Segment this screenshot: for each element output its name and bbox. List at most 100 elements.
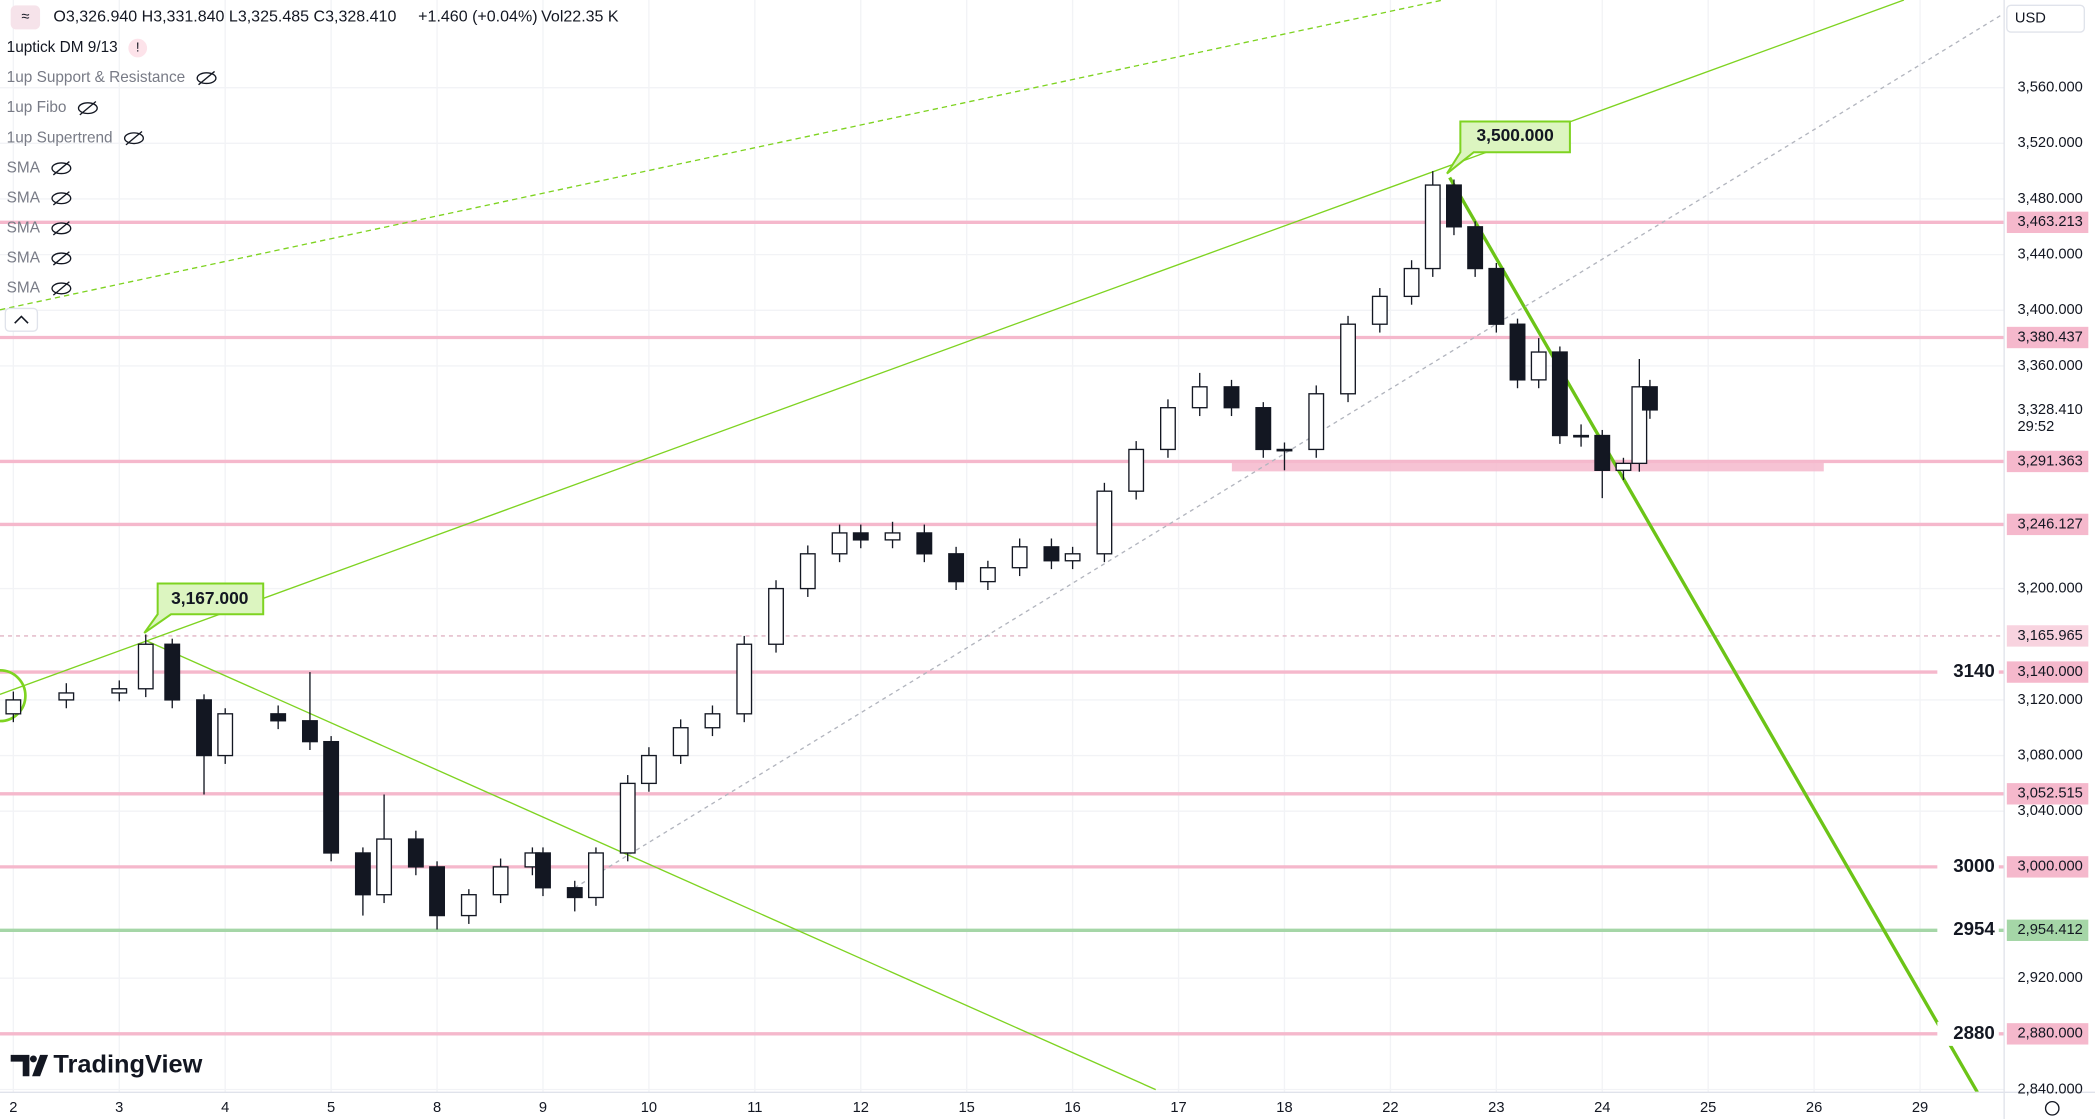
candle-body <box>831 532 848 555</box>
alert-icon <box>128 38 148 58</box>
brand: TradingView <box>10 1050 203 1078</box>
ohlc: O3,326.940 H3,331.840 L3,325.485 C3,328.… <box>53 8 396 26</box>
candle-body <box>301 720 318 743</box>
callout: 3,167.000 <box>143 582 265 634</box>
visibility-icon <box>77 102 98 115</box>
x-tick-label: 8 <box>433 1100 441 1116</box>
collapse-button[interactable] <box>4 307 39 332</box>
candle-body <box>619 782 636 854</box>
visibility-slash <box>198 70 216 86</box>
level-label: 2,880.000 <box>2018 1026 2083 1042</box>
candle-body <box>1641 386 1658 411</box>
currency-button[interactable] <box>2006 4 2085 33</box>
visibility-icon <box>51 222 72 235</box>
x-tick-label: 25 <box>1700 1100 1716 1116</box>
y-tick-label: 3,360.000 <box>2018 358 2083 374</box>
x-tick-label: 15 <box>959 1100 975 1116</box>
symbol-icon[interactable] <box>10 5 41 30</box>
candle-body <box>58 692 75 701</box>
candle-body <box>884 532 901 541</box>
candle-body <box>979 567 996 583</box>
candle-body <box>111 688 128 694</box>
visibility-slash <box>52 191 70 206</box>
level-label-bg <box>2006 450 2089 473</box>
indicator-name: SMA <box>7 249 41 266</box>
candle-body <box>1467 226 1484 270</box>
y-tick-label: 3,520.000 <box>2018 135 2083 151</box>
x-tick-label: 29 <box>1912 1100 1928 1116</box>
x-tick-label: 12 <box>853 1100 869 1116</box>
candle-body <box>1128 448 1145 492</box>
x-tick-label: 4 <box>221 1100 229 1116</box>
settings-icon[interactable] <box>2044 1100 2060 1116</box>
y-tick-label: 3,120.000 <box>2018 692 2083 708</box>
callout-text: 3,167.000 <box>171 588 248 608</box>
candle-body <box>640 754 657 785</box>
level-tag: 3140 <box>1953 660 1995 681</box>
level-label: 3,380.437 <box>2018 329 2083 345</box>
countdown: 29:52 <box>2018 419 2055 435</box>
x-tick-label: 26 <box>1806 1100 1822 1116</box>
level-tag-bg <box>1937 660 1999 685</box>
trend-line <box>0 0 1905 695</box>
indicator-legend: 1uptick DM 9/13 ! 1up Support & Resistance… <box>7 38 217 296</box>
candle-body <box>460 894 477 917</box>
candle-body <box>1308 393 1325 451</box>
collapse-icon <box>14 315 29 324</box>
candle-body <box>948 553 965 583</box>
visibility-slash <box>52 251 70 266</box>
level-label: 3,291.363 <box>2018 453 2083 469</box>
callout-text: 3,500.000 <box>1477 125 1554 145</box>
candle-body <box>376 838 393 896</box>
visibility-icon <box>123 132 145 145</box>
level-tag-bg <box>1937 854 1999 879</box>
level-label-bg <box>2006 661 2089 683</box>
axes: 2,840.000 2,920.000 3,040.000 3,080.000 3,12… <box>9 80 2089 1116</box>
visibility-icon <box>51 192 72 205</box>
candle-body <box>672 727 689 757</box>
candle-body <box>1573 434 1590 438</box>
change: +1.460 (+0.04%) <box>418 8 537 26</box>
visibility-slash <box>52 221 70 236</box>
level-label-bg <box>2006 326 2089 349</box>
visibility-slash <box>79 100 97 116</box>
level-label-bg <box>2006 783 2089 805</box>
candle-body <box>566 887 583 899</box>
x-tick-label: 9 <box>539 1100 547 1116</box>
candle-body <box>5 699 22 715</box>
y-tick-label: 3,400.000 <box>2018 302 2083 318</box>
x-tick-label: 17 <box>1170 1100 1186 1116</box>
y-tick-label: 3,560.000 <box>2018 80 2083 96</box>
candle-body <box>1530 351 1547 381</box>
level-label: 3,000.000 <box>2018 859 2083 875</box>
visibility-slash <box>52 161 70 176</box>
trend-line <box>146 640 1156 1091</box>
y-tick-label: 2,840.000 <box>2018 1081 2083 1097</box>
candle-body <box>429 866 446 917</box>
candle-body <box>323 740 340 854</box>
y-tick-label: 2,920.000 <box>2018 970 2083 986</box>
last-price-bg <box>2006 396 2089 437</box>
level-label: 3,052.515 <box>2018 786 2083 802</box>
candle-body <box>1191 386 1208 409</box>
candle-body <box>492 866 509 896</box>
candle-body <box>1446 184 1462 228</box>
candle-body <box>1403 267 1420 298</box>
candle-body <box>1160 407 1176 451</box>
level-tag: 3000 <box>1953 855 1995 876</box>
candle-body <box>217 713 234 757</box>
candle-body <box>1509 323 1526 381</box>
level-label-bg <box>2006 919 2089 941</box>
level-label: 3,463.213 <box>2018 214 2083 230</box>
level-label-bg <box>2006 856 2089 878</box>
visibility-icon <box>51 162 72 175</box>
y-tick-label: 3,480.000 <box>2018 191 2083 207</box>
level-label: 2,954.412 <box>2018 922 2083 938</box>
x-tick-label: 16 <box>1064 1100 1080 1116</box>
candle-body <box>799 553 816 590</box>
x-tick-label: 11 <box>747 1100 762 1116</box>
candle-body <box>1551 351 1568 437</box>
visibility-icon <box>51 282 72 295</box>
